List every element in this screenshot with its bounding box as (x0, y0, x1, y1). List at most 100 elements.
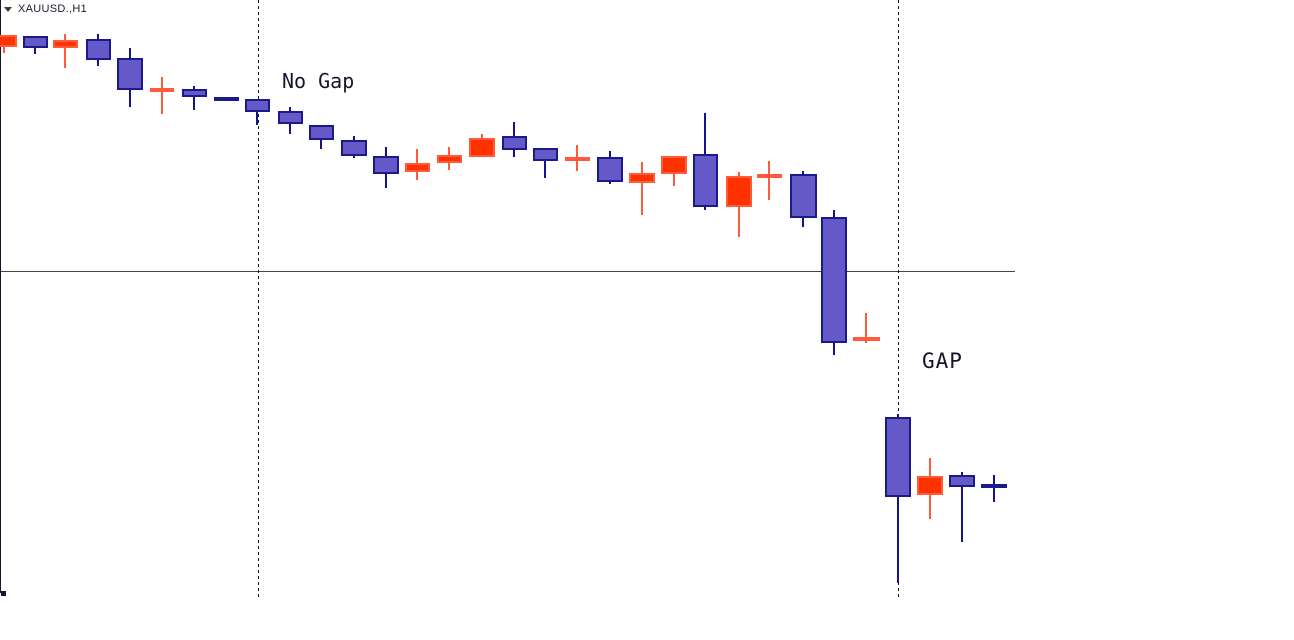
candle-wick (129, 48, 131, 107)
symbol-period-text: XAUUSD.,H1 (18, 3, 88, 15)
candle-body (629, 173, 655, 183)
candle-body (150, 88, 174, 92)
candle-wick (929, 458, 931, 519)
candle-body (373, 156, 399, 174)
candle-body (117, 58, 143, 90)
candle-wick (193, 86, 195, 110)
candle-wick (289, 107, 291, 134)
candle-wick (993, 475, 995, 502)
candle-wick (161, 77, 163, 114)
candle-wick (673, 156, 675, 186)
annotation-no-gap: No Gap (282, 69, 355, 93)
vertical-dotted-line-2 (898, 0, 899, 598)
candle-body (949, 475, 975, 487)
candle-body (661, 156, 687, 174)
candle-body (341, 140, 367, 156)
candle-wick (704, 113, 706, 210)
candle-body (917, 476, 943, 495)
candle-wick (802, 171, 804, 227)
candle-wick (225, 97, 227, 101)
candle-body (821, 217, 847, 343)
candle-wick (97, 34, 99, 66)
candle-wick (738, 172, 740, 237)
candle-body (437, 155, 462, 163)
candle-body (533, 148, 558, 161)
candle-body (469, 138, 495, 157)
candle-wick (544, 148, 546, 178)
candle-body (405, 163, 430, 172)
candle-body (790, 174, 817, 218)
candle-body (693, 154, 718, 207)
candle-body (981, 484, 1007, 488)
candle-body (278, 111, 303, 124)
symbol-period-label[interactable]: XAUUSD.,H1 (4, 3, 87, 15)
candle-wick (865, 313, 867, 343)
candle-body (23, 36, 48, 48)
candle-wick (320, 125, 322, 149)
candle-body (0, 35, 17, 47)
horizontal-level-line (0, 271, 1015, 272)
candle-body (53, 40, 78, 48)
candle-body (565, 157, 590, 161)
candle-body (86, 39, 111, 60)
candle-body (309, 125, 334, 140)
candle-body (757, 174, 782, 178)
candle-body (182, 89, 207, 97)
candle-wick (481, 134, 483, 157)
candle-body (853, 337, 880, 341)
candle-wick (833, 210, 835, 355)
candle-wick (353, 136, 355, 158)
candle-body (726, 176, 752, 207)
candle-wick (513, 122, 515, 157)
candle-wick (576, 145, 578, 171)
left-border-line (0, 0, 1, 593)
candle-wick (64, 34, 66, 68)
candle-body (502, 136, 527, 150)
candle-body (597, 157, 623, 182)
candle-body (214, 97, 239, 101)
candle-wick (768, 161, 770, 200)
left-line-end-marker (1, 591, 6, 596)
candle-wick (609, 151, 611, 184)
annotation-gap: GAP (922, 349, 963, 373)
vertical-dotted-line-1 (258, 0, 259, 598)
candle-wick (961, 472, 963, 542)
candle-wick (3, 35, 5, 53)
candle-wick (416, 149, 418, 180)
candle-wick (448, 147, 450, 170)
candle-wick (641, 162, 643, 215)
dropdown-triangle-icon (4, 7, 12, 12)
candle-wick (34, 36, 36, 54)
candle-wick (385, 147, 387, 188)
